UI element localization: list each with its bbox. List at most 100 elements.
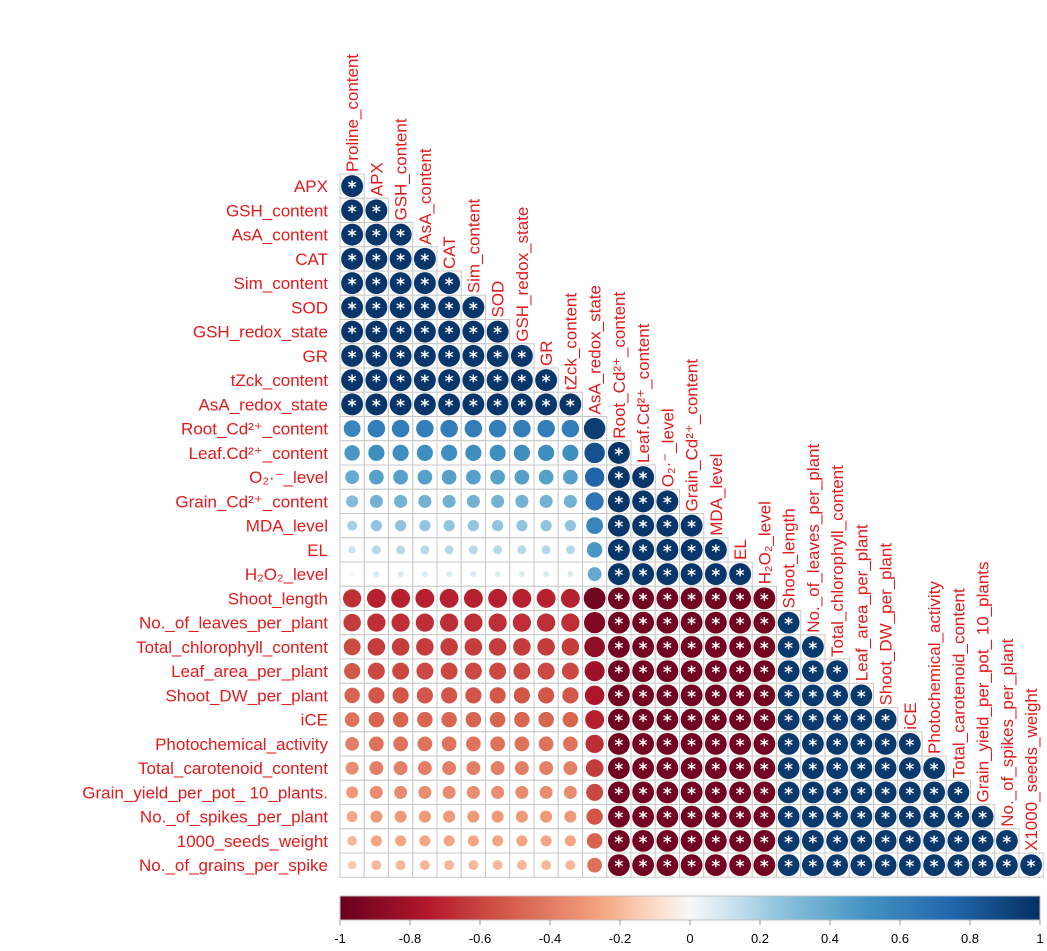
correlation-circle <box>971 805 994 828</box>
row-labels: APX GSH_content AsA_content CAT Sim_content S… <box>82 177 328 875</box>
correlation-circle <box>389 272 412 295</box>
correlation-circle <box>753 805 776 828</box>
correlation-circle <box>513 419 531 438</box>
correlation-circle <box>607 757 630 780</box>
significance-marker: * <box>808 760 817 780</box>
correlation-circle <box>510 369 533 392</box>
correlation-circle <box>491 494 505 508</box>
significance-marker: * <box>639 566 648 586</box>
significance-marker: * <box>736 639 745 659</box>
significance-marker: * <box>687 736 696 756</box>
correlation-circle <box>371 545 381 555</box>
correlation-circle <box>341 369 364 392</box>
correlation-circle <box>753 611 776 634</box>
significance-marker: * <box>711 663 720 683</box>
significance-marker: * <box>517 348 526 368</box>
correlation-circle <box>971 829 994 852</box>
correlation-circle <box>632 660 655 683</box>
correlation-circle <box>656 490 679 513</box>
significance-marker: * <box>711 857 720 877</box>
correlation-circle <box>441 711 457 728</box>
correlation-circle <box>341 296 364 319</box>
correlation-circle <box>343 589 362 608</box>
significance-marker: * <box>420 396 429 416</box>
significance-marker: * <box>857 809 866 829</box>
significance-marker: * <box>881 857 890 877</box>
correlation-circle <box>465 444 482 461</box>
correlation-circle <box>632 466 655 489</box>
significance-marker: * <box>784 784 793 804</box>
column-label: H₂O₂_level <box>755 501 774 584</box>
row-label: Grain_Cd²⁺_content <box>175 492 328 511</box>
column-label: X1000_seeds_weight <box>1022 688 1041 851</box>
correlation-circle <box>486 344 509 367</box>
correlation-circle <box>464 662 482 680</box>
correlation-circle <box>632 587 655 610</box>
correlation-circle <box>607 732 630 755</box>
column-label: Shoot_length <box>780 508 799 608</box>
correlation-circle <box>513 662 531 680</box>
correlation-circle <box>415 588 435 608</box>
correlation-circle <box>656 514 679 537</box>
significance-marker: * <box>639 615 648 635</box>
row-label: SOD <box>291 298 328 317</box>
correlation-circle <box>632 854 655 877</box>
correlation-circle <box>492 835 504 847</box>
correlation-circle <box>656 587 679 610</box>
correlation-circle <box>535 369 558 392</box>
correlation-circle <box>466 785 480 799</box>
correlation-circle <box>367 613 386 632</box>
significance-marker: * <box>348 396 357 416</box>
significance-marker: * <box>493 372 502 392</box>
correlation-circle <box>515 785 529 799</box>
significance-marker: * <box>736 857 745 877</box>
correlation-circle <box>443 520 455 532</box>
correlation-circle <box>346 495 359 508</box>
significance-marker: * <box>396 348 405 368</box>
correlation-circle <box>562 444 579 461</box>
significance-marker: * <box>711 615 720 635</box>
correlation-circle <box>441 469 457 485</box>
correlation-circle <box>418 810 431 823</box>
column-label: AsA_redox_state <box>586 285 605 414</box>
correlation-circle <box>365 344 388 367</box>
correlation-circle <box>366 588 386 608</box>
colorbar-tick-label: 0.8 <box>961 931 979 946</box>
row-label: GSH_redox_state <box>193 323 328 342</box>
significance-marker: * <box>881 736 890 756</box>
correlation-circle <box>632 732 655 755</box>
correlation-circle <box>368 711 385 728</box>
significance-marker: * <box>930 809 939 829</box>
correlation-circle <box>341 393 364 416</box>
column-label: MDA_level <box>707 454 726 536</box>
correlation-circle <box>341 199 364 222</box>
significance-marker: * <box>372 275 381 295</box>
correlation-circle <box>680 538 703 561</box>
significance-marker: * <box>857 736 866 756</box>
correlation-circle <box>729 611 752 634</box>
correlation-circle <box>801 708 824 731</box>
correlation-circle <box>607 708 630 731</box>
correlation-circle <box>368 444 385 461</box>
column-label: CAT <box>440 236 459 269</box>
correlation-circle <box>489 662 507 680</box>
significance-marker: * <box>760 615 769 635</box>
significance-marker: * <box>808 639 817 659</box>
correlation-circle <box>656 854 679 877</box>
correlation-circle <box>441 687 458 704</box>
correlation-circle <box>516 520 528 532</box>
correlation-circle <box>729 732 752 755</box>
significance-marker: * <box>784 857 793 877</box>
row-label: H₂O₂_level <box>245 565 328 584</box>
significance-marker: * <box>954 833 963 853</box>
correlation-circle <box>923 829 946 852</box>
correlation-circle <box>370 520 382 532</box>
column-label: Photochemical_activity <box>925 581 944 754</box>
correlation-circle <box>826 829 849 852</box>
column-label: O₂·⁻_level <box>658 408 677 487</box>
row-label: tZck_content <box>231 371 329 390</box>
correlation-circle <box>585 492 604 511</box>
correlation-circle <box>560 588 580 608</box>
correlation-circle <box>753 708 776 731</box>
significance-marker: * <box>687 542 696 562</box>
